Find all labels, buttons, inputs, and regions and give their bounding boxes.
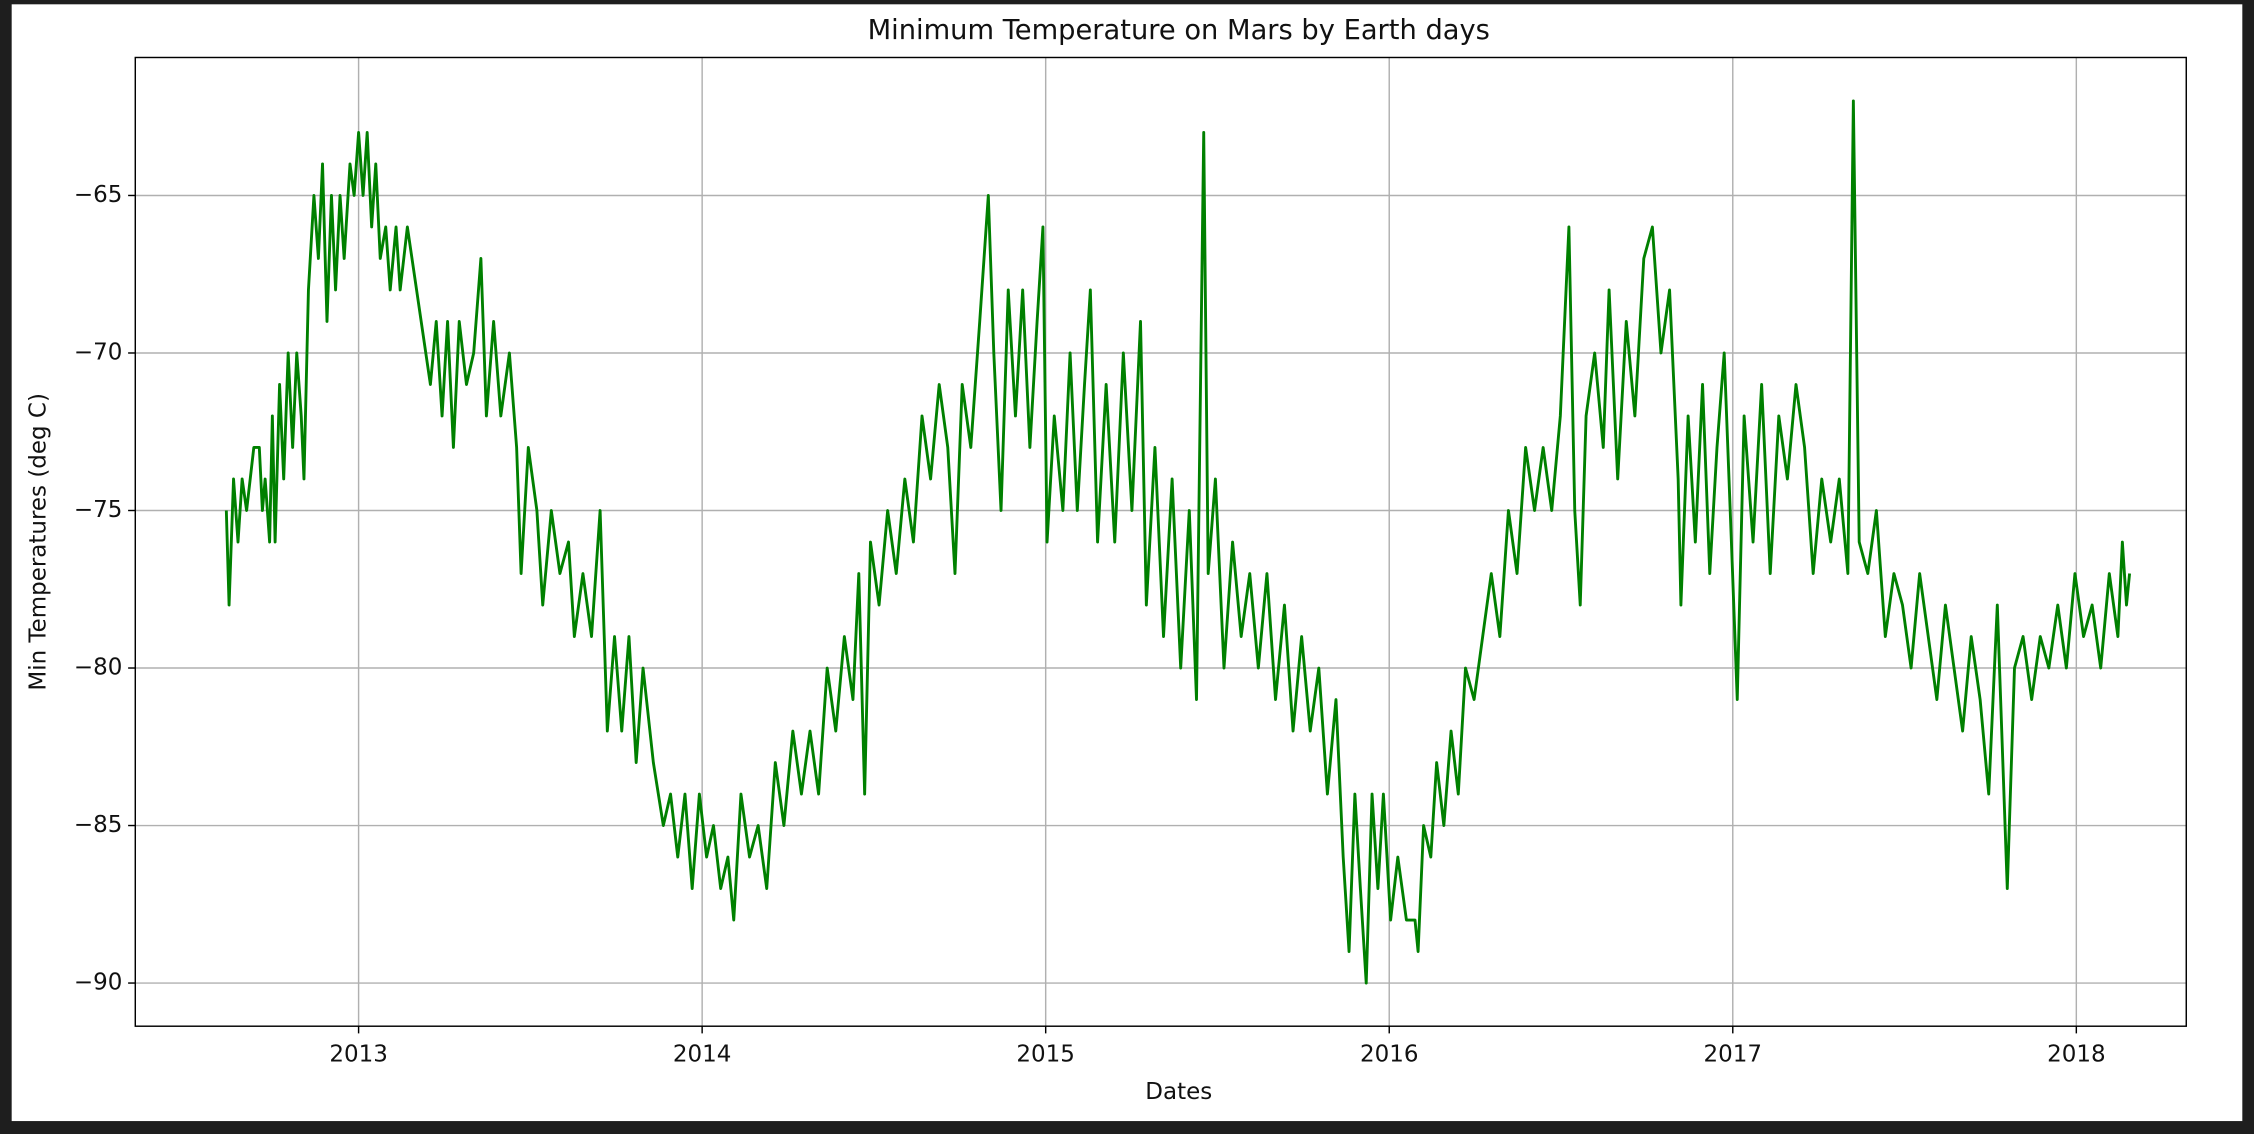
data-line <box>224 99 2132 985</box>
x-tick-label: 2018 <box>2047 1041 2106 1067</box>
x-axis-label: Dates <box>1145 1079 1212 1105</box>
x-tick-label: 2016 <box>1360 1041 1419 1067</box>
plot-frame <box>134 56 2187 1027</box>
y-tick-label: −65 <box>74 182 123 208</box>
y-axis-label: Min Temperatures (deg C) <box>25 393 51 691</box>
y-tick-label: −80 <box>74 655 123 681</box>
y-tick-label: −85 <box>74 812 123 838</box>
x-tick-label: 2015 <box>1016 1041 1075 1067</box>
x-tick-label: 2017 <box>1704 1041 1763 1067</box>
chart-title: Minimum Temperature on Mars by Earth day… <box>868 15 1490 46</box>
x-tick-label: 2014 <box>673 1041 732 1067</box>
x-tick-label: 2013 <box>329 1041 388 1067</box>
y-tick-label: −75 <box>74 497 123 523</box>
figure-background <box>11 4 2243 1122</box>
y-tick-label: −70 <box>74 339 123 365</box>
y-tick-label: −90 <box>74 970 123 996</box>
